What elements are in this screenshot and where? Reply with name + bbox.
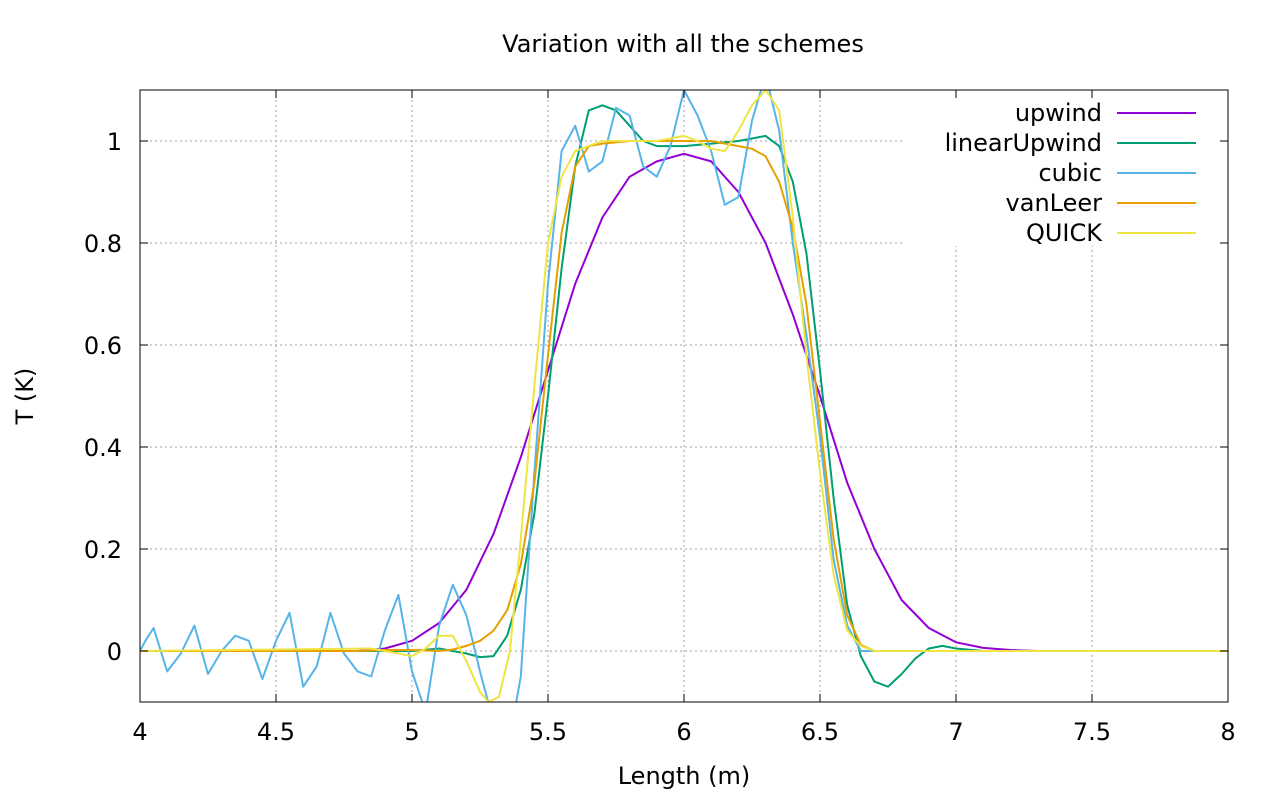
series-line-cubic <box>140 90 1228 702</box>
legend-label: vanLeer <box>1006 189 1103 217</box>
chart-title: Variation with all the schemes <box>502 30 864 58</box>
y-tick-label: 0.2 <box>84 536 122 564</box>
x-axis-label: Length (m) <box>618 762 751 790</box>
legend-label: cubic <box>1038 159 1102 187</box>
x-tick-label: 5 <box>404 718 419 746</box>
series-line-linearupwind <box>140 104 1228 688</box>
y-tick-label: 0 <box>107 638 122 666</box>
series-line-vanleer <box>140 140 1228 652</box>
series-line-upwind <box>140 152 1038 652</box>
x-tick-label: 4 <box>132 718 147 746</box>
x-axis-ticks: 4 4.5 5 5.5 6 6.5 7 7.5 8 <box>132 90 1236 746</box>
series-lines <box>140 90 1228 702</box>
x-tick-label: 7 <box>948 718 963 746</box>
y-axis-ticks: 0 0.2 0.4 0.6 0.8 1 <box>84 128 1228 666</box>
y-tick-label: 0.8 <box>84 230 122 258</box>
legend-label: upwind <box>1015 99 1102 127</box>
legend-background <box>905 94 1223 246</box>
x-tick-label: 7.5 <box>1073 718 1111 746</box>
legend-label: QUICK <box>1026 219 1103 247</box>
legend-label: linearUpwind <box>945 129 1102 157</box>
x-tick-label: 4.5 <box>257 718 295 746</box>
y-axis-label: T (K) <box>11 368 39 426</box>
y-tick-label: 1 <box>107 128 122 156</box>
x-tick-label: 6 <box>676 718 691 746</box>
y-tick-label: 0.4 <box>84 434 122 462</box>
x-tick-label: 5.5 <box>529 718 567 746</box>
x-tick-label: 6.5 <box>801 718 839 746</box>
y-tick-label: 0.6 <box>84 332 122 360</box>
series-line-quick <box>140 90 1228 702</box>
x-tick-label: 8 <box>1220 718 1235 746</box>
